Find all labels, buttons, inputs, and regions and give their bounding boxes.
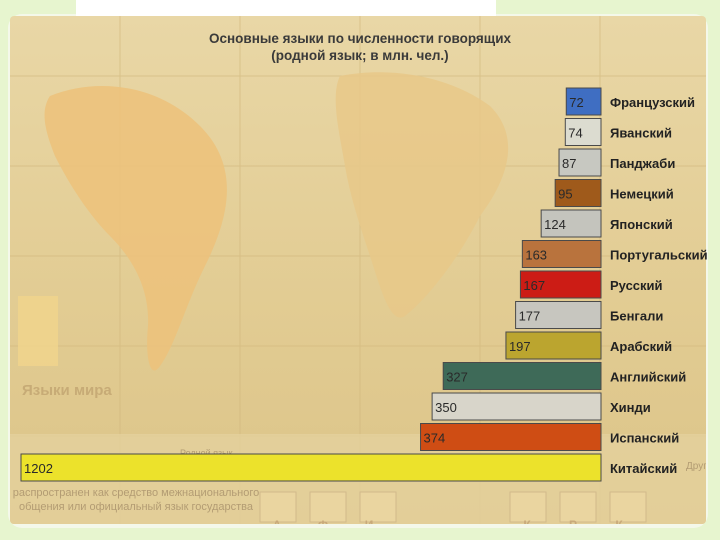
map-label: Языки мира <box>22 382 112 399</box>
legend-letter: И <box>352 516 386 524</box>
bar-value-label: 167 <box>523 278 545 293</box>
category-label: Китайский <box>610 461 677 476</box>
bar-value-label: 350 <box>435 400 457 415</box>
legend-letters: А Ф И <box>260 516 398 524</box>
bar-10 <box>442 362 602 390</box>
bar-6 <box>521 240 602 268</box>
chart-title: Основные языки по численности говорящих … <box>160 30 560 64</box>
top-white-strip <box>76 0 496 16</box>
bar-value-label: 177 <box>519 309 541 324</box>
bar-3 <box>558 148 602 177</box>
category-label: Яванский <box>610 126 672 141</box>
bar-value-label: 74 <box>568 126 582 141</box>
bar-value-label: 163 <box>525 248 547 263</box>
category-label: Японский <box>610 217 673 232</box>
legend-small-text: Родной язык <box>180 448 233 458</box>
bar-13 <box>20 453 602 482</box>
bar-value-label: 1202 <box>24 461 53 476</box>
legend-letter: Ф <box>306 516 340 524</box>
bar-7 <box>519 270 602 299</box>
category-label: Английский <box>610 370 686 385</box>
bar-value-label: 72 <box>569 95 583 110</box>
bar-value-label: 124 <box>544 217 566 232</box>
bar-1 <box>565 87 602 116</box>
legend-letter: К <box>602 516 636 524</box>
legend-letters-right: К Р К <box>510 516 648 524</box>
bar-5 <box>540 209 602 238</box>
category-label: Арабский <box>610 339 672 354</box>
legend-letter: К <box>510 516 544 524</box>
category-label: Русский <box>610 278 663 293</box>
category-label: Немецкий <box>610 187 674 202</box>
category-label: Бенгали <box>610 309 663 324</box>
bar-9 <box>505 331 602 360</box>
bar-value-label: 327 <box>446 370 468 385</box>
category-label: Португальский <box>610 248 708 263</box>
category-label: Панджаби <box>610 156 675 171</box>
category-label: Испанский <box>610 431 679 446</box>
category-label: Французский <box>610 95 695 110</box>
bar-value-label: 374 <box>424 431 446 446</box>
bar-11 <box>431 392 602 421</box>
bar-value-label: 197 <box>509 339 531 354</box>
chart-title-line1: Основные языки по численности говорящих <box>208 31 512 46</box>
bar-4 <box>554 179 602 207</box>
bar-value-label: 87 <box>562 156 576 171</box>
bar-12 <box>420 423 602 451</box>
bar-2 <box>564 118 602 146</box>
bar-8 <box>515 301 602 329</box>
legend-right-text: Другой <box>686 461 706 472</box>
chart-subtitle: (родной язык; в млн. чел.) <box>271 48 449 63</box>
category-label: Хинди <box>610 400 651 415</box>
legend-text: распространен как средство межнациональн… <box>12 487 260 513</box>
legend-letter: А <box>260 516 294 524</box>
legend-letter: Р <box>556 516 590 524</box>
bar-value-label: 95 <box>558 187 572 202</box>
